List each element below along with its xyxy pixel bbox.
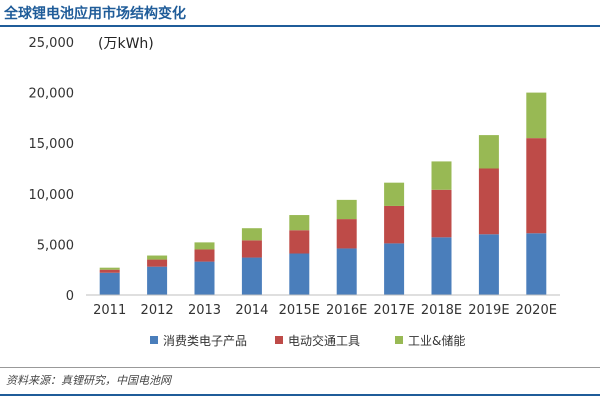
y-unit-label: (万kWh) <box>98 36 154 52</box>
legend-label-3: 工业&储能 <box>408 333 465 348</box>
x-tick-label: 2015E <box>279 303 320 318</box>
bar-segment-2-2020E <box>526 138 547 234</box>
x-tick-label: 2012 <box>141 303 174 318</box>
stacked-bar-chart: 0 5,000 10,000 15,000 20,000 25,000 (万kWh) 20… <box>0 27 600 367</box>
bar-segment-2-2016E <box>336 219 357 249</box>
bar-segment-2-2019E <box>478 168 499 235</box>
bar-segment-3-2013 <box>194 242 215 250</box>
bar-segment-1-2014 <box>241 257 262 295</box>
legend-swatch-2 <box>275 336 283 344</box>
x-axis: 2011 2012 2013 2014 2015E 2016E 2017E 2018E 2019… <box>93 303 557 318</box>
bar-segment-1-2020E <box>526 233 547 295</box>
y-tick-label: 5,000 <box>37 238 74 253</box>
legend-label-2: 电动交通工具 <box>288 333 360 348</box>
legend-swatch-1 <box>150 336 158 344</box>
bar-segment-2-2014 <box>241 240 262 258</box>
bar-segment-2-2013 <box>194 249 215 262</box>
page-title: 全球锂电池应用市场结构变化 <box>4 6 186 22</box>
bar-segment-1-2013 <box>194 261 215 295</box>
y-axis: 0 5,000 10,000 15,000 20,000 25,000 <box>29 36 75 304</box>
legend: 消费类电子产品 电动交通工具 工业&储能 <box>150 333 465 348</box>
bar-segment-3-2014 <box>241 228 262 241</box>
bar-segment-2-2012 <box>147 259 168 267</box>
y-tick-label: 20,000 <box>29 87 75 102</box>
y-tick-label: 0 <box>66 289 74 304</box>
title-divider <box>0 25 600 27</box>
bar-segment-1-2019E <box>478 234 499 295</box>
bar-segment-1-2017E <box>384 243 405 295</box>
x-tick-label: 2017E <box>373 303 414 318</box>
bar-segment-3-2018E <box>431 161 452 190</box>
source-note: 资料来源：真锂研究，中国电池网 <box>6 374 171 387</box>
legend-label-1: 消费类电子产品 <box>163 334 247 348</box>
bars <box>99 92 547 295</box>
y-tick-label: 10,000 <box>29 188 75 203</box>
x-tick-label: 2019E <box>468 303 509 318</box>
bar-segment-3-2020E <box>526 92 547 139</box>
bar-segment-1-2018E <box>431 237 452 295</box>
x-tick-label: 2014 <box>235 303 268 318</box>
bar-segment-2-2015E <box>289 230 310 254</box>
footer-divider <box>0 367 600 368</box>
bar-segment-3-2019E <box>478 135 499 169</box>
bar-segment-1-2015E <box>289 253 310 295</box>
x-tick-label: 2013 <box>188 303 221 318</box>
bar-segment-1-2012 <box>147 266 168 295</box>
y-tick-label: 15,000 <box>29 137 75 152</box>
x-tick-label: 2020E <box>516 303 557 318</box>
title-bar: 全球锂电池应用市场结构变化 <box>0 0 600 24</box>
y-tick-label: 25,000 <box>29 36 75 51</box>
bar-segment-3-2016E <box>336 199 357 220</box>
bar-segment-3-2015E <box>289 215 310 231</box>
chart-canvas: 0 5,000 10,000 15,000 20,000 25,000 (万kWh) 20… <box>29 36 560 348</box>
x-tick-label: 2011 <box>93 303 126 318</box>
bar-segment-3-2012 <box>147 255 168 260</box>
bar-segment-1-2016E <box>336 248 357 295</box>
x-tick-label: 2018E <box>421 303 462 318</box>
bar-segment-2-2011 <box>99 269 120 273</box>
legend-swatch-3 <box>395 336 403 344</box>
x-tick-label: 2016E <box>326 303 367 318</box>
bar-segment-1-2011 <box>99 272 120 295</box>
bar-segment-3-2011 <box>99 267 120 270</box>
bar-segment-2-2018E <box>431 189 452 238</box>
bar-segment-2-2017E <box>384 205 405 244</box>
bar-segment-3-2017E <box>384 182 405 206</box>
bottom-divider <box>0 394 600 396</box>
